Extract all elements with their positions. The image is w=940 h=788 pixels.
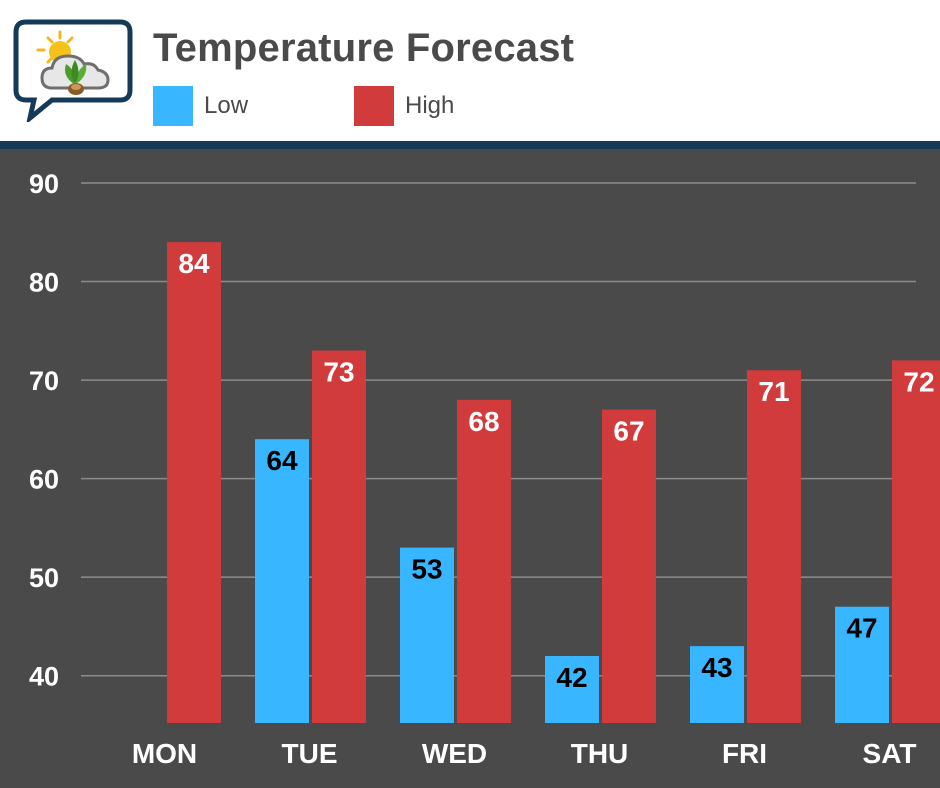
legend-label-high: High (405, 92, 455, 119)
x-tick-label: WED (422, 738, 487, 769)
bar-low (255, 439, 309, 723)
data-label-low: 47 (846, 613, 877, 644)
y-tick-label: 60 (29, 465, 59, 495)
x-tick-label: SAT (863, 738, 917, 769)
data-label-high: 67 (613, 416, 644, 447)
plot-area: 40 50 60 70 80 90 84 MON 64 73 TUE 53 68 WED 42 67 THU 43… (0, 149, 940, 788)
bar-high (457, 399, 511, 723)
legend-swatch-low (153, 86, 193, 126)
data-label-high: 71 (758, 376, 789, 407)
legend-swatch-high (354, 86, 394, 126)
bar-high (312, 350, 366, 723)
chart-header: Temperature Forecast Low High (0, 0, 940, 141)
data-label-low: 42 (556, 662, 587, 693)
bar-high (892, 360, 940, 723)
bar-high (167, 242, 221, 723)
data-label-high: 73 (323, 357, 354, 388)
data-label-high: 72 (903, 366, 934, 397)
y-tick-label: 40 (29, 662, 59, 692)
data-label-high: 68 (468, 406, 499, 437)
bar-chart: 40 50 60 70 80 90 84 MON 64 73 TUE 53 68 WED 42 67 THU 43… (29, 169, 940, 769)
data-label-low: 64 (266, 445, 298, 476)
y-tick-label: 70 (29, 366, 59, 396)
bar-high (747, 370, 801, 723)
y-tick-label: 50 (29, 563, 59, 593)
header-divider (0, 141, 940, 149)
chart-title: Temperature Forecast (153, 26, 575, 70)
bar-low (400, 547, 454, 723)
data-label-high: 84 (178, 248, 210, 279)
bar-high (602, 409, 656, 723)
data-label-low: 53 (411, 554, 442, 585)
x-tick-label: THU (571, 738, 629, 769)
y-tick-label: 90 (29, 169, 59, 199)
x-tick-label: MON (132, 738, 197, 769)
y-tick-label: 80 (29, 268, 59, 298)
bar-low (690, 646, 744, 723)
bar-low (835, 606, 889, 723)
x-tick-label: FRI (722, 738, 767, 769)
bar-low (545, 655, 599, 723)
data-label-low: 43 (701, 652, 732, 683)
x-tick-label: TUE (282, 738, 338, 769)
weather-plant-logo-icon (13, 19, 133, 122)
legend-label-low: Low (204, 92, 249, 119)
